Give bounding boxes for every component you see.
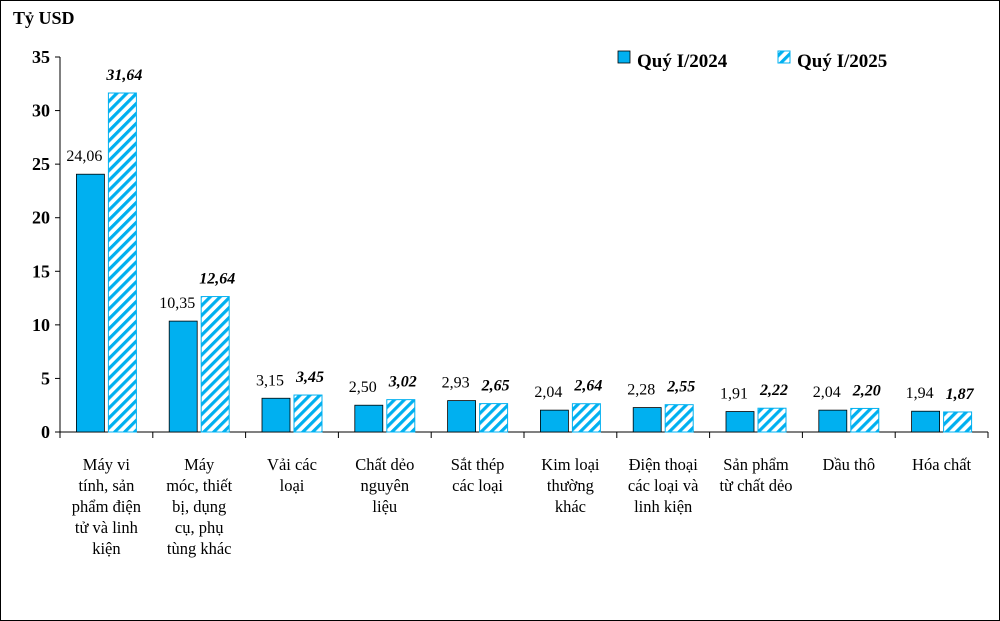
category-label-line: thường — [547, 476, 594, 495]
category-label-line: các loại — [452, 476, 503, 495]
legend-swatch-2025 — [777, 50, 791, 64]
category-label-line: Kim loại — [541, 455, 600, 474]
category-label-line: Dầu thô — [822, 455, 875, 474]
y-tick-label: 20 — [32, 208, 50, 228]
category-label-line: các loại và — [628, 476, 699, 495]
data-label-2024: 24,06 — [66, 148, 102, 165]
category-label: Chất dẻo nguyên liệu — [355, 455, 414, 516]
data-label-2025: 3,45 — [295, 369, 324, 386]
category-label-line: kiện — [92, 539, 120, 558]
data-label-2024: 2,04 — [534, 384, 562, 401]
category-label-line: loại — [280, 476, 305, 495]
category-label-line: Vải các — [267, 455, 317, 474]
y-tick-label: 25 — [32, 154, 50, 174]
bar-quy1-2025 — [571, 403, 601, 433]
bar-quy1-2024 — [354, 404, 384, 433]
category-label-line: Chất dẻo — [355, 455, 414, 474]
data-label-2024: 10,35 — [159, 295, 195, 312]
legend-swatch-2024 — [617, 50, 631, 64]
y-tick-label: 10 — [32, 315, 50, 335]
legend: Quý I/2024 Quý I/2025 — [617, 50, 887, 72]
category-label: Máy vi tính, sản phẩm điện tử và linh kiện — [72, 455, 141, 558]
category-label-line: tử và linh — [75, 518, 139, 537]
bar-quy1-2025 — [107, 92, 137, 433]
category-labels-group: Máy vi tính, sản phẩm điện tử và linh kiệnMá… — [72, 455, 972, 558]
bar-quy1-2025 — [850, 407, 880, 433]
category-label-line: bị, dụng — [172, 497, 226, 516]
data-label-2024: 2,04 — [813, 384, 841, 401]
data-label-2024: 2,93 — [442, 375, 470, 392]
category-label: Điện thoại các loại và linh kiện — [628, 455, 699, 516]
category-label: Kim loại thường khác — [541, 455, 600, 516]
y-tick-label: 0 — [41, 422, 50, 442]
bar-quy1-2025 — [943, 411, 973, 433]
bar-quy1-2024 — [911, 410, 940, 433]
category-label: Vải các loại — [267, 455, 317, 495]
y-tick-label: 35 — [32, 47, 50, 67]
data-label-2025: 2,65 — [481, 378, 510, 395]
category-label-line: khác — [555, 497, 586, 516]
data-label-2024: 3,15 — [256, 372, 284, 389]
category-label-line: Máy vi — [83, 455, 131, 474]
bar-quy1-2025 — [479, 403, 509, 433]
data-label-2024: 1,94 — [906, 385, 934, 402]
bar-quy1-2025 — [293, 394, 323, 433]
data-label-2025: 31,64 — [105, 67, 142, 84]
data-label-2025: 3,02 — [388, 374, 417, 391]
category-label-line: Máy — [184, 455, 215, 474]
y-tick-label: 15 — [32, 261, 50, 281]
category-label: Máy móc, thiết bị, dụng cụ, phụ tùng khác — [166, 455, 232, 558]
y-tick-label: 5 — [41, 368, 50, 388]
category-label-line: nguyên — [361, 476, 410, 495]
category-label: Hóa chất — [912, 455, 972, 474]
category-label-line: linh kiện — [634, 497, 692, 516]
category-label-line: Hóa chất — [912, 455, 972, 474]
category-label: Sản phẩm từ chất dẻo — [719, 455, 792, 495]
bar-quy1-2025 — [200, 296, 230, 433]
category-label-line: móc, thiết — [166, 476, 232, 495]
data-label-2024: 2,28 — [627, 382, 655, 399]
category-label: Sắt thép các loại — [451, 455, 505, 495]
bar-quy1-2024 — [447, 400, 477, 433]
bars-group — [76, 92, 973, 433]
data-label-2025: 2,55 — [666, 379, 695, 396]
category-label-line: phẩm điện — [72, 497, 141, 516]
data-label-2024: 2,50 — [349, 379, 377, 396]
legend-label-2024: Quý I/2024 — [637, 51, 728, 72]
bar-quy1-2024 — [725, 411, 755, 433]
bar-quy1-2024 — [818, 409, 848, 433]
category-label-line: Sản phẩm — [723, 455, 789, 474]
data-label-2025: 1,87 — [946, 386, 975, 403]
legend-label-2025: Quý I/2025 — [797, 51, 887, 72]
bar-quy1-2024 — [76, 173, 105, 433]
bar-quy1-2025 — [664, 404, 694, 433]
category-label-line: cụ, phụ — [175, 518, 224, 537]
bar-quy1-2024 — [168, 320, 198, 433]
data-label-2025: 2,20 — [852, 382, 881, 399]
y-axis: 0 5 10 15 20 25 30 35 — [32, 47, 61, 442]
category-label-line: Điện thoại — [629, 455, 699, 474]
category-label-line: từ chất dẻo — [719, 476, 792, 495]
category-label-line: Sắt thép — [451, 455, 505, 474]
category-label-line: liệu — [372, 497, 397, 516]
data-label-2025: 2,22 — [759, 382, 788, 399]
category-label-line: tùng khác — [167, 539, 232, 558]
x-axis — [59, 431, 989, 438]
bar-quy1-2024 — [261, 397, 291, 433]
data-label-2024: 1,91 — [720, 386, 748, 403]
bar-quy1-2025 — [757, 407, 787, 433]
category-label-line: tính, sản — [78, 476, 134, 495]
y-axis-label: Tỷ USD — [13, 8, 75, 28]
category-label: Dầu thô — [822, 455, 875, 474]
data-label-2025: 12,64 — [199, 271, 235, 288]
data-label-2025: 2,64 — [573, 378, 602, 395]
bar-quy1-2024 — [632, 407, 662, 433]
bar-quy1-2025 — [386, 399, 416, 433]
bar-quy1-2024 — [540, 409, 569, 433]
y-tick-label: 30 — [32, 101, 50, 121]
